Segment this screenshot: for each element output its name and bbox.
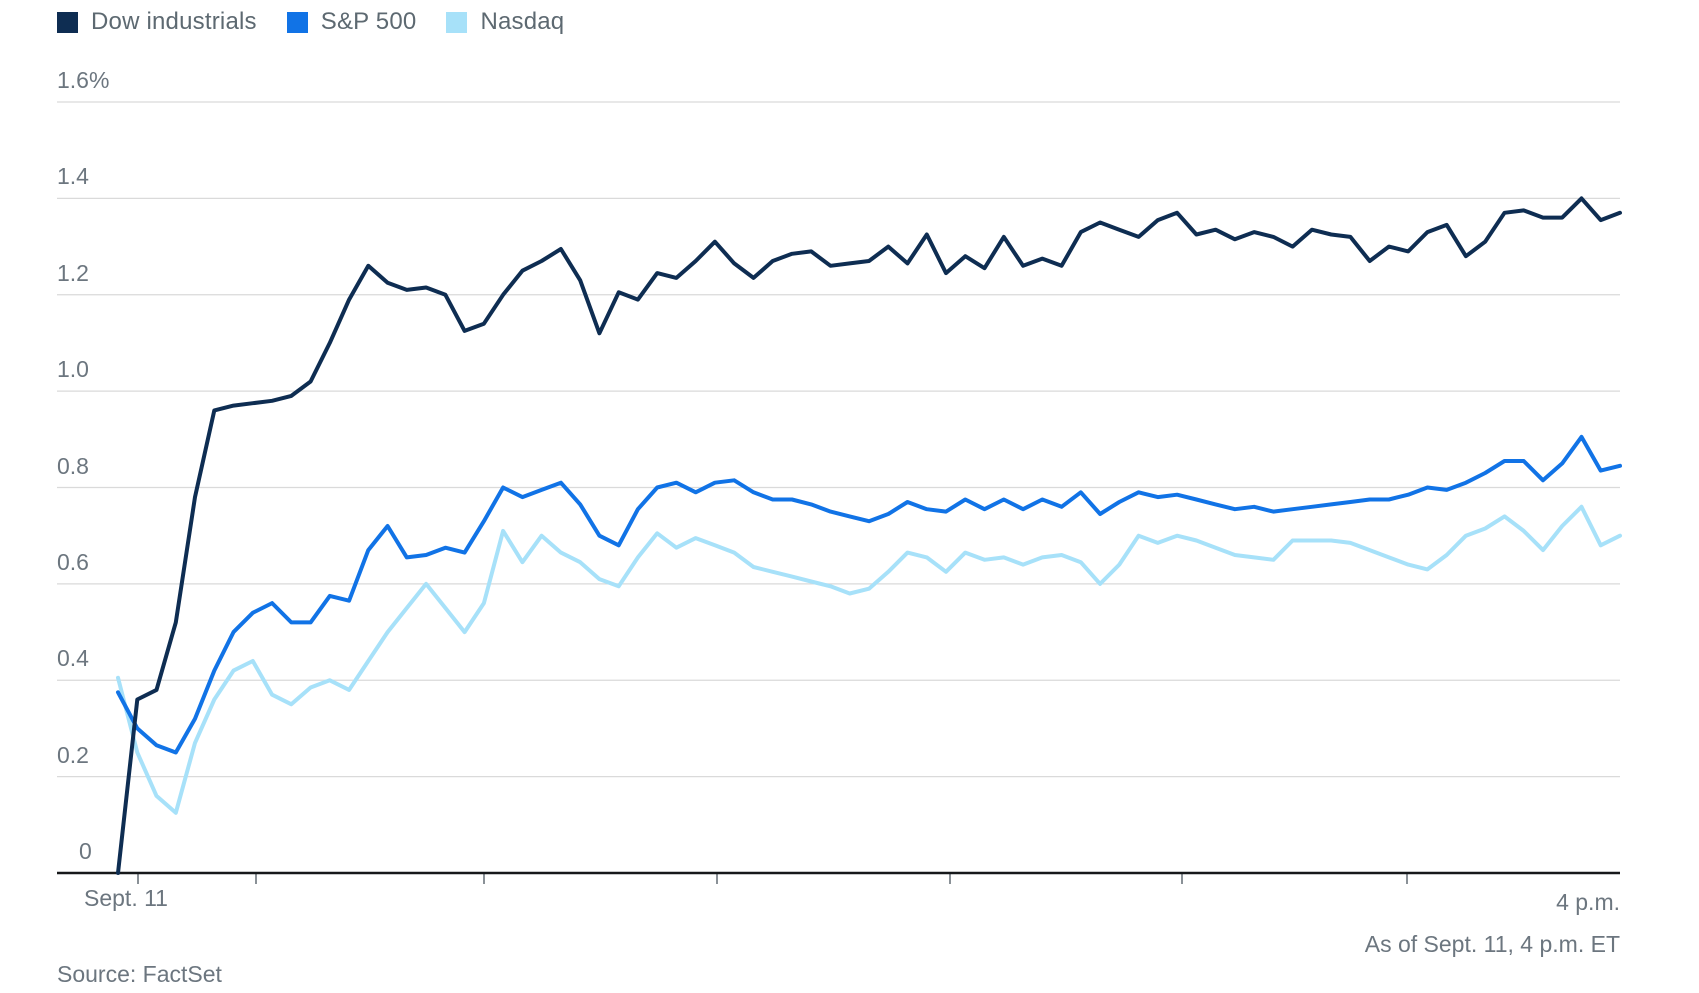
y-axis-label: 0.6: [57, 548, 89, 575]
x-axis-start-label: Sept. 11: [84, 885, 168, 911]
y-axis-label: 0.2: [57, 741, 89, 768]
legend: Dow industrials S&P 500 Nasdaq: [57, 8, 564, 36]
y-axis-label: 1.4: [57, 163, 89, 190]
y-axis-label: 1.0: [57, 356, 89, 383]
legend-label: S&P 500: [320, 8, 417, 35]
legend-item-nasdaq: Nasdaq: [446, 8, 564, 36]
as-of-annotation: As of Sept. 11, 4 p.m. ET: [1364, 931, 1620, 957]
y-axis-label: 1.6%: [57, 67, 110, 93]
legend-item-dow: Dow industrials: [57, 8, 257, 36]
y-axis-label: 1.2: [57, 259, 89, 286]
x-axis-end-label: 4 p.m.: [1556, 889, 1620, 915]
y-axis-label: 0.4: [57, 645, 89, 672]
sp500-swatch-icon: [286, 11, 308, 33]
dow-swatch-icon: [57, 11, 78, 33]
legend-item-sp500: S&P 500: [286, 8, 417, 36]
legend-label: Dow industrials: [91, 8, 257, 35]
legend-label: Nasdaq: [480, 8, 565, 35]
y-axis-label: 0.8: [57, 452, 89, 479]
y-axis-label: 0: [79, 838, 92, 864]
source-credit: Source: FactSet: [57, 961, 222, 987]
nasdaq-swatch-icon: [446, 11, 468, 33]
